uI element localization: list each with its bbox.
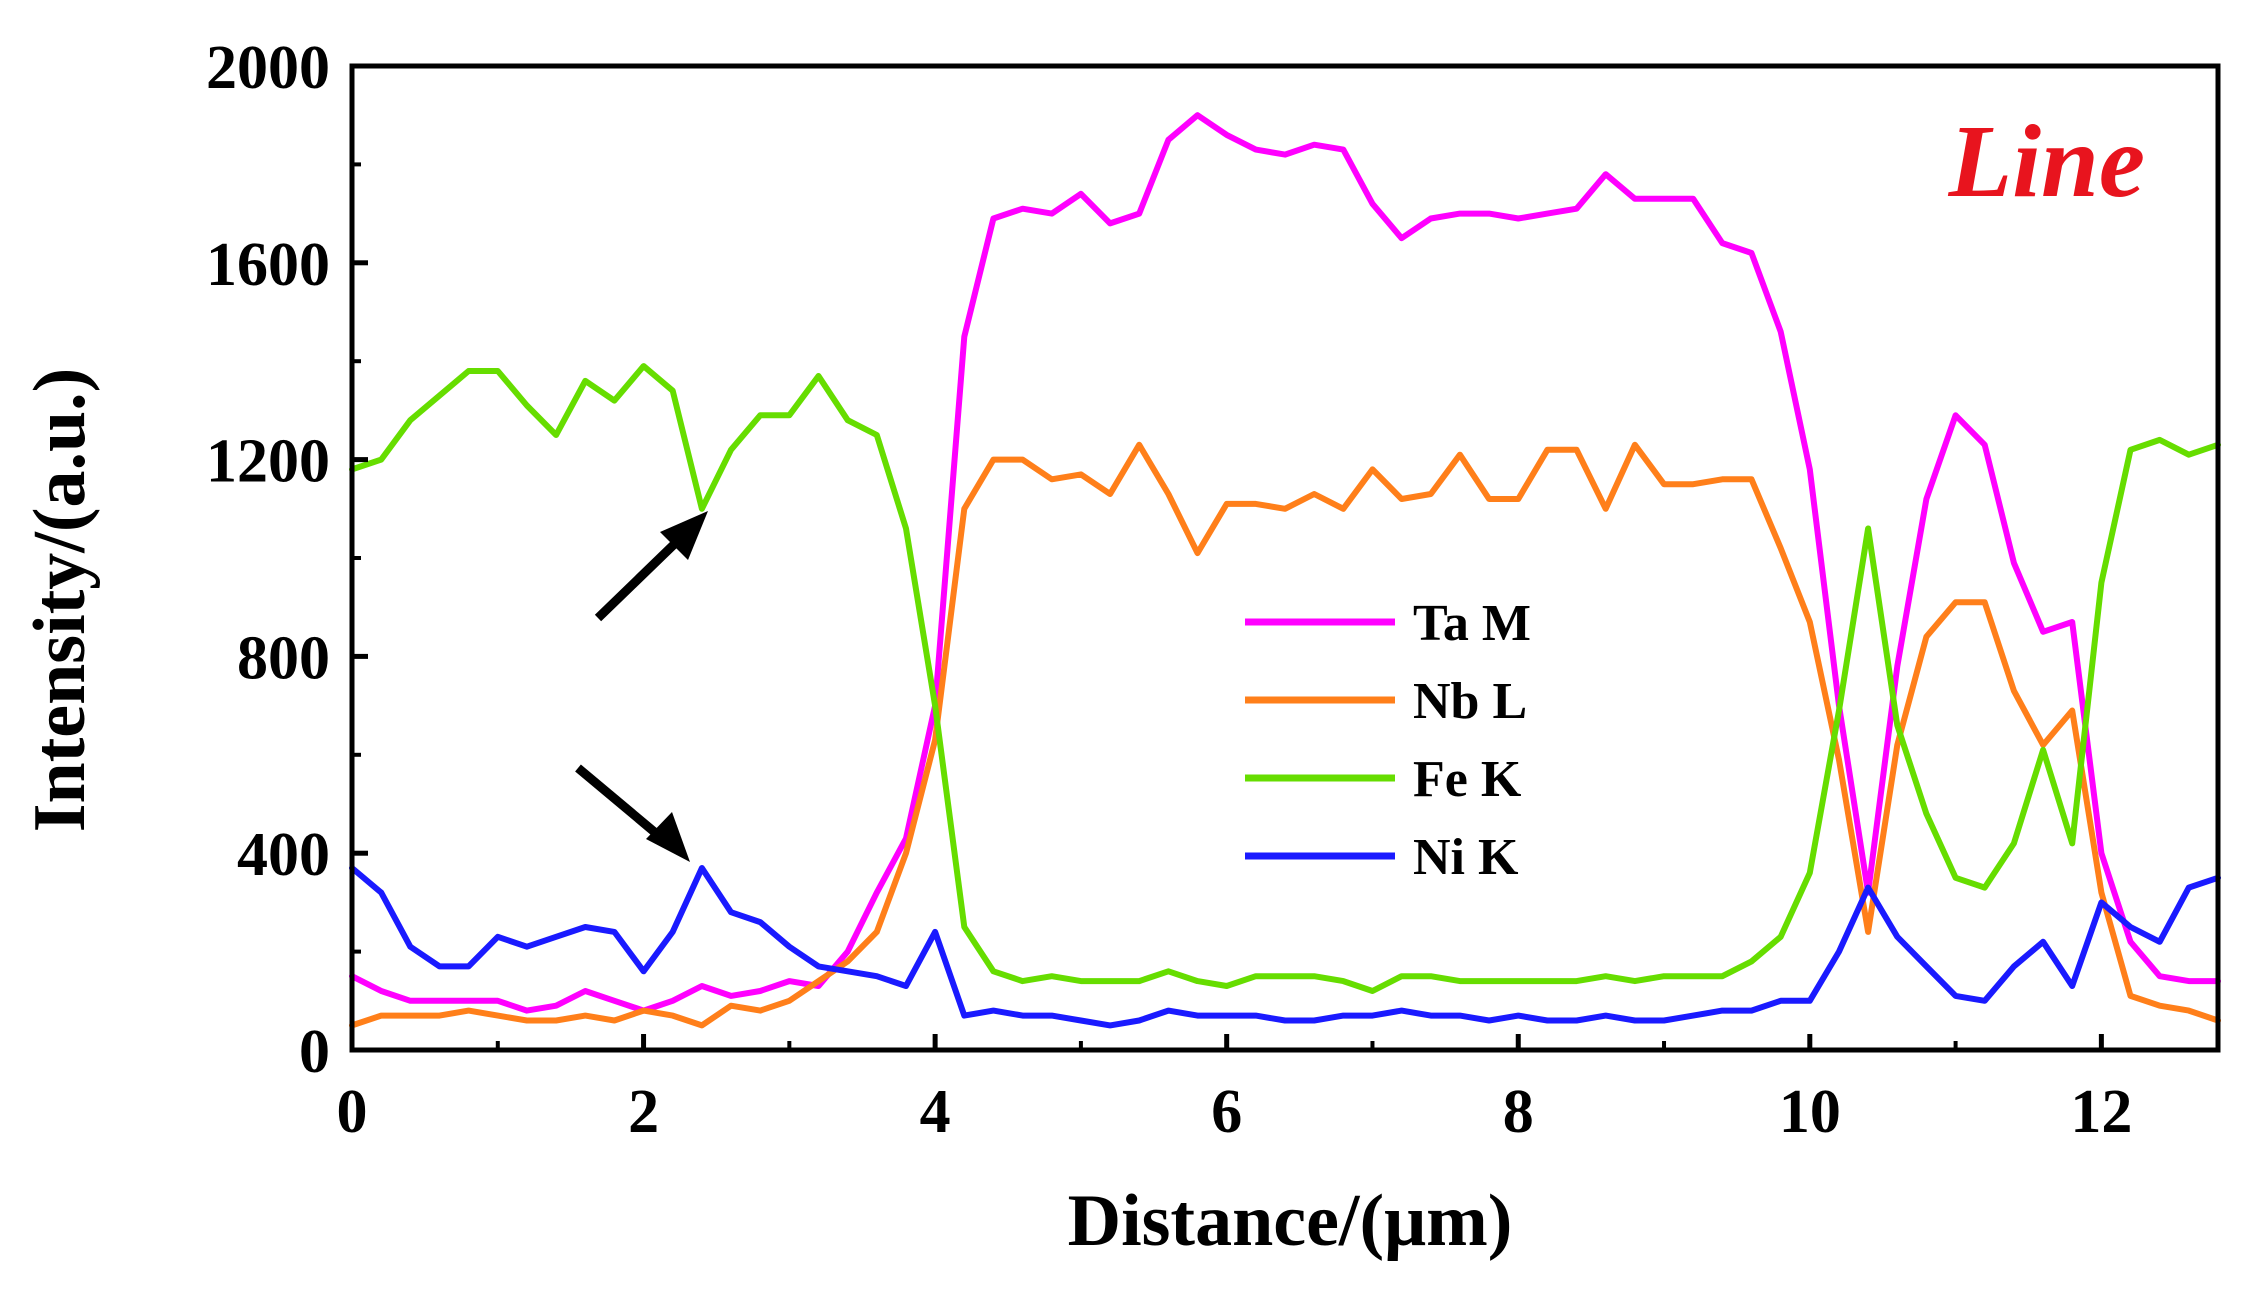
x-tick-label: 8 xyxy=(1503,1078,1534,1146)
axes-layer: 0 2 4 6 8 10 12 0 400 800 1200 1600 2000 xyxy=(206,34,2221,1146)
legend-label: Ni K xyxy=(1413,829,1519,886)
legend-label: Fe K xyxy=(1413,751,1522,808)
x-axis-title: Distance/(μm) xyxy=(1068,1180,1513,1262)
legend-label: Ta M xyxy=(1413,595,1531,652)
x-tick-label: 6 xyxy=(1211,1078,1242,1146)
x-tick-label: 10 xyxy=(1779,1078,1841,1146)
legend-entry: Ni K xyxy=(1245,829,1519,886)
x-tick-label: 4 xyxy=(920,1078,951,1146)
series-layer xyxy=(349,112,2221,1029)
y-tick-label: 1600 xyxy=(206,231,330,299)
y-tick-label: 0 xyxy=(299,1018,330,1086)
plot-frame xyxy=(349,63,2221,1053)
legend-label: Nb L xyxy=(1413,673,1527,730)
series-line-fe-k xyxy=(349,363,2221,994)
arrow-upper xyxy=(594,511,708,622)
y-axis-title: Intensity/(a.u.) xyxy=(19,368,101,833)
y-tick-label: 400 xyxy=(237,821,330,889)
x-tick-label: 0 xyxy=(337,1078,368,1146)
series-line-ni-k xyxy=(349,865,2221,1029)
legend: Ta M Nb L Fe K Ni K xyxy=(1245,595,1531,886)
legend-entry: Ta M xyxy=(1245,595,1531,652)
legend-entry: Nb L xyxy=(1245,673,1527,730)
x-tick-label: 2 xyxy=(628,1078,659,1146)
arrow-lower xyxy=(575,764,690,862)
y-tick-label: 1200 xyxy=(206,428,330,496)
x-tick-label: 12 xyxy=(2070,1078,2132,1146)
series-line-ta-m xyxy=(349,112,2221,1014)
line-annotation: Line xyxy=(1948,104,2145,219)
y-tick-label: 2000 xyxy=(206,34,330,102)
legend-entry: Fe K xyxy=(1245,751,1522,808)
series-line-nb-l xyxy=(349,441,2221,1029)
y-tick-label: 800 xyxy=(237,624,330,692)
